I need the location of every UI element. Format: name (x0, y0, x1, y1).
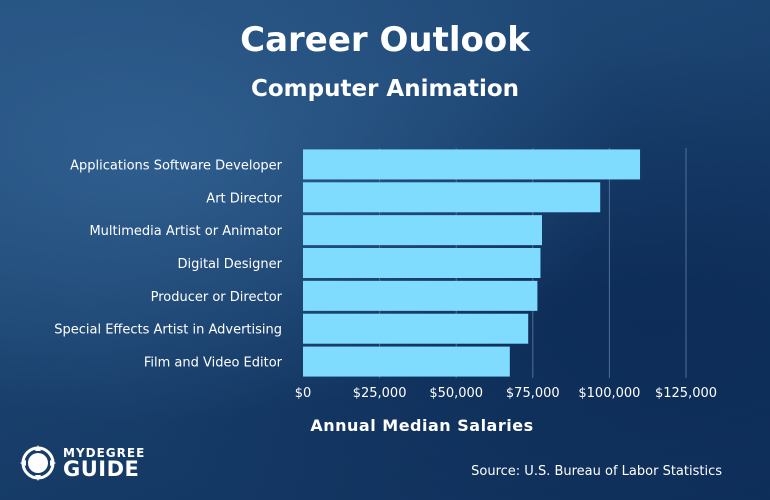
category-label: Film and Video Editor (144, 356, 283, 371)
bar (303, 346, 510, 377)
category-label: Multimedia Artist or Animator (89, 224, 282, 239)
bar (303, 280, 538, 311)
x-tick-label: $25,000 (353, 386, 407, 401)
category-label: Applications Software Developer (70, 158, 282, 173)
logo-text-bottom: GUIDE (63, 456, 140, 481)
bar (303, 313, 529, 344)
category-label: Digital Designer (177, 257, 282, 272)
page-title: Career Outlook (240, 20, 530, 60)
bar (303, 149, 641, 180)
x-tick-label: $0 (295, 386, 312, 401)
x-axis-label: Annual Median Salaries (310, 416, 534, 435)
bar (303, 248, 541, 278)
x-tick-label: $50,000 (429, 386, 483, 401)
category-label: Art Director (206, 191, 282, 206)
bar (303, 215, 542, 246)
category-label: Special Effects Artist in Advertising (54, 323, 282, 338)
compass-icon (20, 445, 56, 481)
logo-text-top: MYDEGREE (63, 445, 146, 460)
page-subtitle: Computer Animation (250, 76, 520, 102)
source-note: Source: U.S. Bureau of Labor Statistics (471, 464, 722, 479)
x-tick-label: $75,000 (506, 386, 560, 401)
category-label: Producer or Director (151, 290, 283, 305)
bar (303, 182, 601, 213)
mydegreeguide-logo: MYDEGREE GUIDE (18, 441, 145, 485)
x-tick-label: $100,000 (578, 386, 640, 401)
x-tick-label: $125,000 (655, 386, 717, 401)
